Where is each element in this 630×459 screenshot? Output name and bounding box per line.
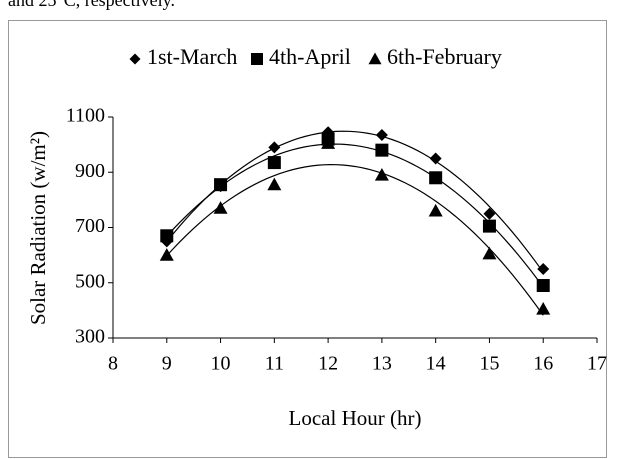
marker-square [160,229,174,243]
trend-line [166,143,544,288]
marker-triangle [374,168,389,181]
marker-square [536,279,550,293]
x-tick-label: 10 [211,353,231,375]
marker-square [267,156,281,170]
legend-label: 1st-March [147,44,237,69]
y-tick-label: 500 [75,270,105,292]
legend-label: 6th-February [387,44,502,69]
marker-triangle [428,203,443,217]
marker-square [251,53,263,65]
marker-diamond [268,141,281,154]
marker-diamond [129,53,141,65]
marker-square [482,219,496,233]
marker-square [429,171,443,185]
legend-label: 4th-April [269,44,351,69]
trend-line [166,164,544,316]
x-tick-label: 16 [533,353,553,375]
x-tick-label: 8 [108,353,118,375]
x-tick-label: 15 [479,353,499,375]
x-tick-label: 14 [426,353,446,375]
marker-triangle [321,136,336,149]
marker-triangle [368,52,382,65]
marker-diamond [483,207,496,220]
x-axis-label: Local Hour (hr) [289,406,422,430]
marker-diamond [429,152,442,165]
marker-triangle [267,177,282,191]
marker-diamond [375,128,388,141]
marker-triangle [536,301,551,315]
marker-triangle [213,201,228,214]
marker-triangle [482,246,497,260]
x-tick-label: 12 [318,353,338,375]
marker-square [214,178,228,192]
marker-diamond [537,262,550,275]
context-text: and 25°C, respectively. [8,0,175,10]
y-tick-label: 1100 [66,105,105,127]
trend-line [166,130,544,273]
x-tick-label: 11 [265,353,284,375]
y-axis-label: Solar Radiation (w/m²) [26,131,50,325]
marker-triangle [159,248,174,261]
y-tick-label: 700 [75,215,105,237]
chart-frame [8,20,607,458]
y-tick-label: 900 [75,160,105,182]
y-tick-label: 300 [75,326,105,348]
x-tick-label: 13 [372,353,392,375]
x-tick-label: 9 [162,353,172,375]
x-tick-label: 17 [587,353,607,375]
marker-square [375,143,389,157]
